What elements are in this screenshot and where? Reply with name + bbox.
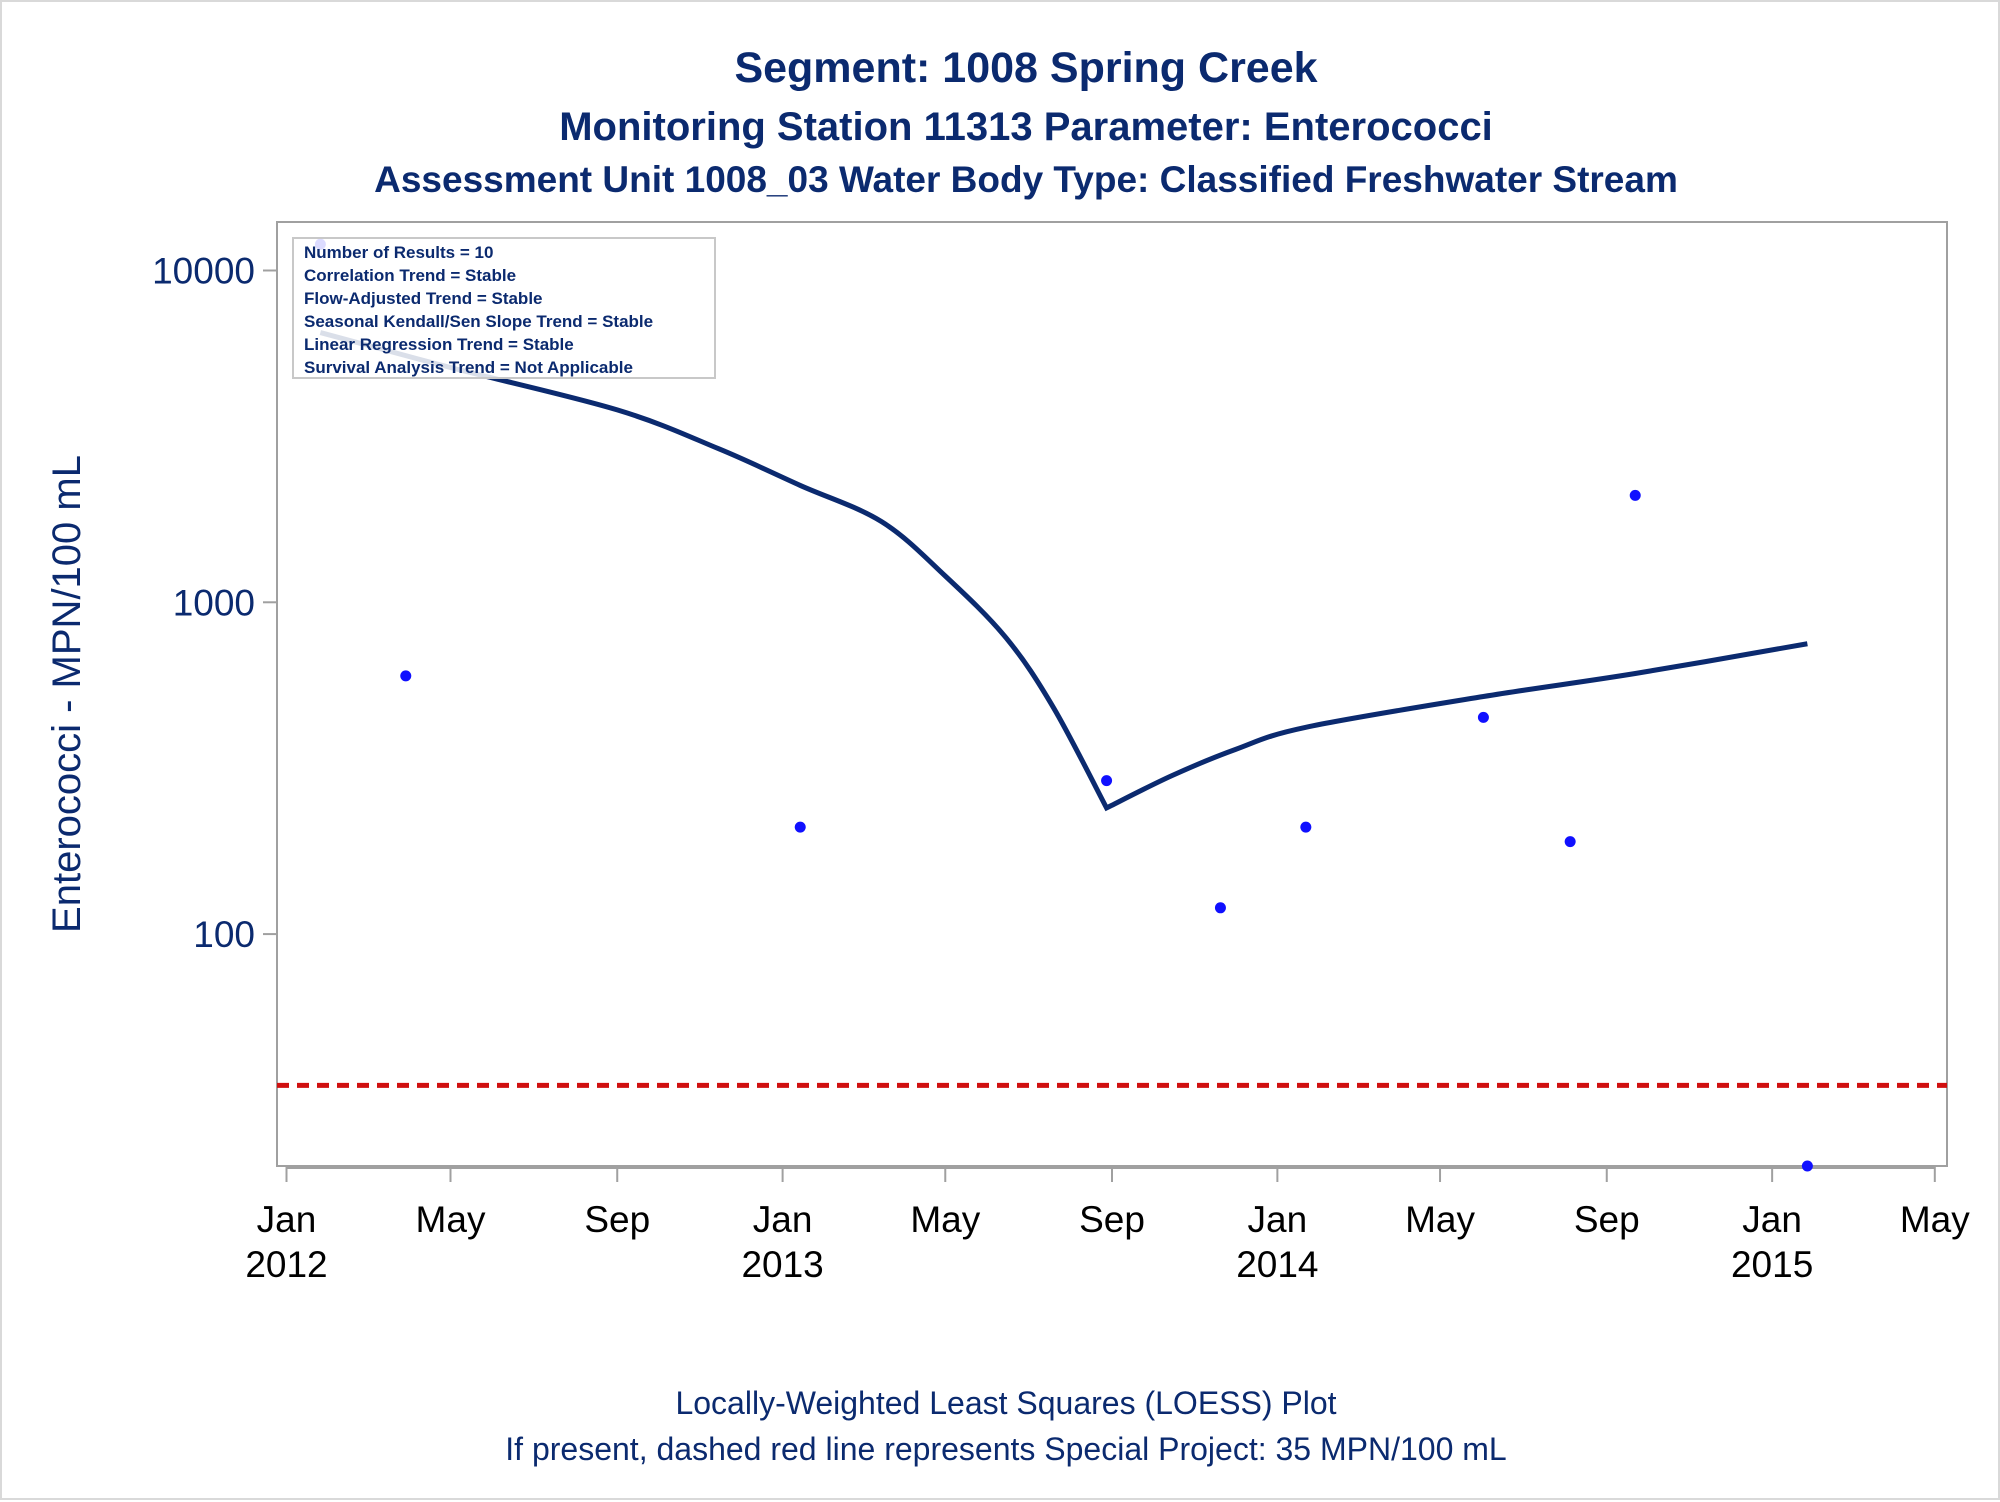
- inset-line: Linear Regression Trend = Stable: [304, 335, 574, 354]
- data-point: [794, 821, 806, 833]
- data-point: [1101, 775, 1113, 787]
- x-tick-year-label: 2012: [245, 1244, 327, 1285]
- x-tick-year-label: 2013: [741, 1244, 823, 1285]
- x-tick-label: Jan: [257, 1199, 317, 1240]
- footnote-reference: If present, dashed red line represents S…: [505, 1431, 1506, 1467]
- x-tick-label: May: [1900, 1199, 1970, 1240]
- data-point: [1214, 902, 1226, 914]
- x-tick-label: May: [910, 1199, 980, 1240]
- chart-subtitle-2: Assessment Unit 1008_03 Water Body Type:…: [374, 159, 1678, 200]
- chart-subtitle: Monitoring Station 11313 Parameter: Ente…: [559, 105, 1493, 149]
- loess-curve: [319, 330, 1808, 812]
- inset-line: Survival Analysis Trend = Not Applicable: [304, 358, 633, 377]
- x-tick-label: Sep: [1574, 1199, 1640, 1240]
- data-point: [1564, 836, 1576, 848]
- inset-line: Seasonal Kendall/Sen Slope Trend = Stabl…: [304, 312, 653, 331]
- trend-inset-box: [292, 237, 716, 379]
- x-tick-label: Sep: [584, 1199, 650, 1240]
- y-tick-label: 100: [193, 914, 255, 955]
- x-tick-label: May: [416, 1199, 486, 1240]
- data-point: [1801, 1160, 1813, 1172]
- y-axis-label: Enterococci - MPN/100 mL: [45, 455, 89, 933]
- x-tick-label: May: [1405, 1199, 1475, 1240]
- footnote-loess: Locally-Weighted Least Squares (LOESS) P…: [675, 1385, 1336, 1421]
- data-point: [1477, 711, 1489, 723]
- inset-line: Flow-Adjusted Trend = Stable: [304, 289, 543, 308]
- x-tick-label: Jan: [1248, 1199, 1308, 1240]
- inset-line: Correlation Trend = Stable: [304, 266, 516, 285]
- trend-inset: Number of Results = 10 Correlation Trend…: [292, 237, 716, 379]
- y-tick-label: 10000: [152, 250, 255, 291]
- inset-line: Number of Results = 10: [304, 243, 493, 262]
- y-tick-label: 1000: [173, 582, 255, 623]
- data-point: [400, 670, 412, 682]
- x-tick-year-label: 2015: [1731, 1244, 1813, 1285]
- x-tick-label: Sep: [1079, 1199, 1145, 1240]
- data-point: [1300, 821, 1312, 833]
- x-tick-label: Jan: [1742, 1199, 1802, 1240]
- loess-layer: [319, 330, 1808, 812]
- x-tick-year-label: 2014: [1236, 1244, 1318, 1285]
- data-point: [1629, 489, 1641, 501]
- chart-title: Segment: 1008 Spring Creek: [734, 44, 1317, 92]
- x-tick-label: Jan: [753, 1199, 813, 1240]
- y-axis: 100 1000 10000: [152, 250, 277, 955]
